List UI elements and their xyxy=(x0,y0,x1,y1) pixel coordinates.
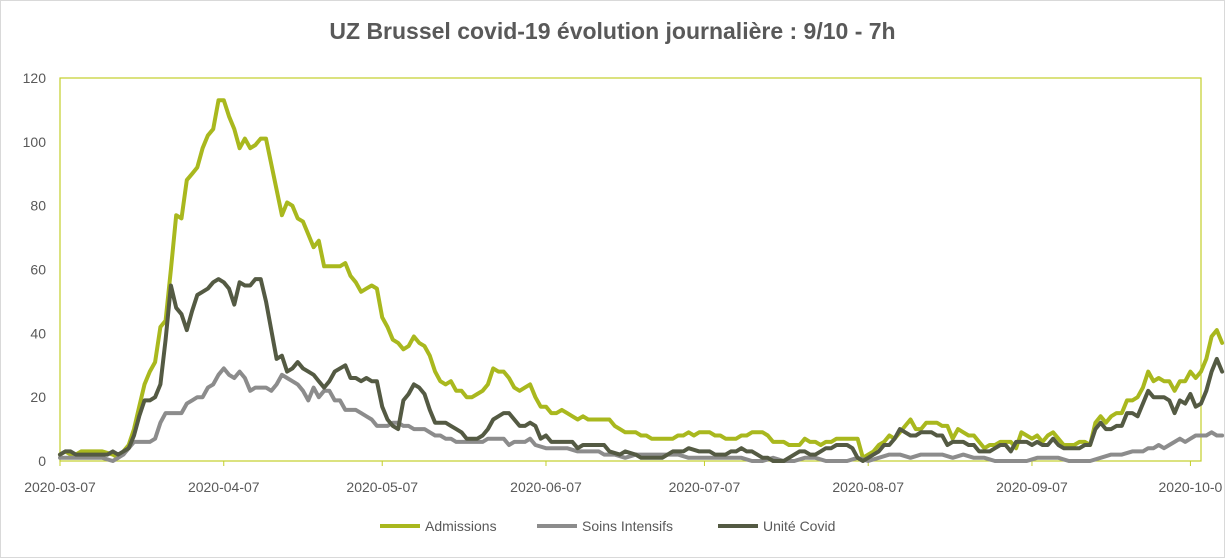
plot-area-border xyxy=(59,77,1202,462)
legend-label: Admissions xyxy=(425,518,497,534)
series-line-2 xyxy=(58,277,1225,463)
y-tick-label: 100 xyxy=(23,134,47,150)
series-line-1 xyxy=(58,366,1225,463)
x-tick-label: 2020-06-07 xyxy=(510,479,582,495)
x-tick-label: 2020-07-07 xyxy=(669,479,741,495)
y-tick-label: 0 xyxy=(38,453,46,469)
y-tick-label: 20 xyxy=(30,389,46,405)
x-tick-label: 2020-09-07 xyxy=(996,479,1068,495)
x-tick-label: 2020-08-07 xyxy=(832,479,904,495)
x-tick-label: 2020-05-07 xyxy=(346,479,418,495)
legend: Admissions Soins Intensifs Unité Covid xyxy=(380,518,835,534)
y-tick-label: 60 xyxy=(30,262,46,278)
series-lines xyxy=(58,98,1225,463)
x-tick-label: 2020-03-07 xyxy=(24,479,96,495)
x-tick-label: 2020-10-0 xyxy=(1159,479,1223,495)
legend-label: Soins Intensifs xyxy=(582,518,673,534)
y-tick-label: 40 xyxy=(30,325,46,341)
legend-label: Unité Covid xyxy=(763,518,835,534)
y-tick-label: 120 xyxy=(23,70,47,86)
axes: 0 20 40 60 80 100 120 2020-03-07 2020-04-07 2020-… xyxy=(23,70,1223,495)
x-tick-label: 2020-04-07 xyxy=(188,479,260,495)
chart-title: UZ Brussel covid-19 évolution journalièr… xyxy=(329,18,896,44)
y-tick-label: 80 xyxy=(30,198,46,214)
series-line-0 xyxy=(58,98,1225,460)
